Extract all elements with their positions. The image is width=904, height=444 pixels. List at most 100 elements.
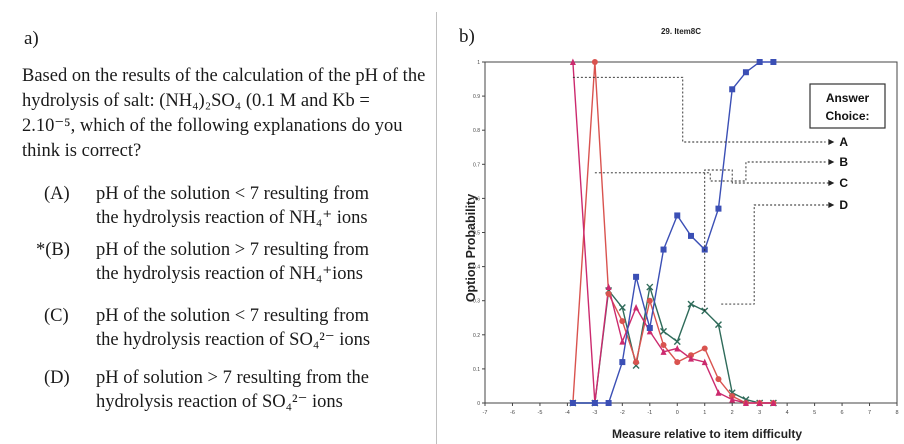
data-point-a [688,355,694,362]
chart-title: 29. Item8C [661,27,701,36]
data-point-d [591,59,598,65]
y-tick-label: 0.7 [473,162,480,168]
option-line2: hydrolysis reaction of SO₄²⁻ ions [96,392,343,412]
data-point-b [633,273,640,280]
y-tick-label: 0.3 [473,299,480,305]
legend-arrow [828,139,835,145]
x-tick-label: -1 [647,410,652,416]
panel-a: a) Based on the results of the calculati… [0,0,436,444]
data-point-c [714,321,722,329]
data-point-b [770,59,777,65]
x-marker-stroke [673,338,681,346]
x-tick-label: 5 [813,410,816,416]
option-line1: pH of the solution < 7 resulting from [96,184,370,204]
data-point-b [591,400,598,406]
legend-box [809,83,886,129]
y-tick-label: 0.8 [473,128,480,134]
x-tick-label: 2 [731,410,734,416]
legend-leader-line [704,169,832,311]
data-point-d [633,359,640,366]
option-line1: pH of the solution > 7 resulting from [96,240,370,260]
option-a: (A) pH of the solution < 7 resulting from… [44,182,434,230]
legend-arrow [828,180,835,186]
option-key: (A) [44,184,70,204]
data-point-b [674,212,681,219]
data-point-c [618,304,626,312]
data-point-b [569,400,576,406]
x-tick-label: 4 [786,410,789,416]
y-tick-label: 0.4 [473,265,480,271]
x-axis-label: Measure relative to item difficulty [612,427,802,441]
data-point-c [646,283,654,291]
data-point-b [619,359,626,366]
x-tick-label: -6 [510,410,515,416]
legend-leader-line [572,76,826,143]
data-point-a [633,304,640,311]
x-tick-label: 1 [703,410,706,416]
legend-arrow [828,159,835,165]
y-tick-label: 0.6 [473,196,480,202]
data-point-b [688,232,694,239]
x-tick-label: -5 [537,410,542,416]
option-line2: the hydrolysis reaction of NH₄⁺ions [96,264,363,284]
data-point-b [756,59,763,65]
data-point-a [756,399,763,406]
legend-entry-a: A [839,135,848,149]
y-tick-label: 1 [477,60,480,66]
x-tick-label: 6 [841,410,844,416]
data-point-d [605,290,612,297]
legend-title: Choice: [825,109,869,123]
option-line2: the hydrolysis reaction of SO₄²⁻ ions [96,330,371,350]
data-point-d [619,318,626,325]
data-point-a [729,396,736,403]
data-point-a [660,348,667,355]
data-point-a [646,327,653,335]
y-tick-label: 0.9 [473,94,480,100]
data-point-a [715,389,722,396]
data-point-a [742,399,749,406]
option-key: *(B) [36,240,70,260]
option-b: *(B) pH of the solution > 7 resulting fro… [36,238,434,286]
data-point-b [605,400,612,406]
x-marker-stroke [646,283,654,291]
data-point-b [646,324,653,331]
data-point-c [660,327,668,335]
item-characteristic-chart: b) 29. Item8C Option Probability Measure… [459,26,899,441]
option-line1: pH of the solution < 7 resulting from [96,306,370,326]
x-tick-label: 7 [868,410,871,416]
panel-b-label: b) [459,26,475,47]
data-point-b [715,205,722,212]
option-key: (D) [44,368,70,388]
y-tick-label: 0 [477,401,480,407]
data-point-d [674,359,681,366]
x-tick-label: -2 [620,410,625,416]
data-point-b [742,69,749,76]
y-tick-label: 0.2 [473,333,480,339]
x-tick-label: 3 [758,410,761,416]
option-line1: pH of solution > 7 resulting from the [96,368,370,388]
x-marker-stroke [714,321,722,329]
x-marker-stroke [618,304,626,312]
data-point-b [729,86,736,93]
panel-divider [436,12,437,444]
x-tick-label: -3 [592,410,597,416]
panel-a-label: a) [24,28,39,49]
data-point-a [770,399,777,406]
x-marker-stroke [687,300,695,308]
y-tick-label: 0.5 [473,231,480,237]
data-point-a [619,338,626,345]
data-point-a [569,58,576,65]
data-point-b [660,246,667,253]
x-tick-label: 0 [676,410,679,416]
data-point-a [701,358,708,366]
data-point-a [605,283,612,291]
data-point-d [701,345,708,352]
option-line2: the hydrolysis reaction of NH₄⁺ ions [96,208,368,228]
data-point-d [646,297,653,304]
x-tick-label: 8 [895,410,898,416]
legend-entry-c: C [839,176,848,190]
legend-arrow [828,202,835,208]
x-tick-label: -4 [565,410,570,416]
legend-leader-line [721,204,829,305]
legend-title: Answer [826,91,870,105]
